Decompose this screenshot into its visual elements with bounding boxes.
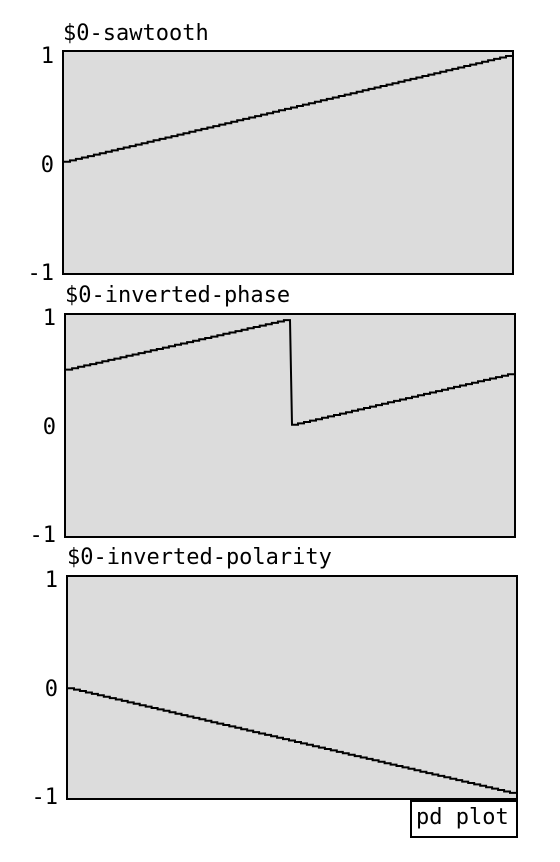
y-axis-label-top: 1 bbox=[44, 568, 58, 593]
array-graph-inverted-polarity[interactable] bbox=[66, 575, 518, 800]
y-axis-label-mid: 0 bbox=[40, 153, 54, 178]
array-graph-sawtooth[interactable] bbox=[62, 50, 514, 275]
array-title-inverted-phase: $0-inverted-phase bbox=[65, 283, 291, 308]
waveform-line bbox=[66, 319, 514, 426]
waveform-plot bbox=[66, 319, 514, 426]
y-axis-label-top: 1 bbox=[40, 44, 54, 69]
waveform-line bbox=[68, 687, 516, 794]
y-axis-label-bottom: -1 bbox=[29, 523, 57, 548]
waveform-line bbox=[64, 55, 512, 163]
y-axis-label-bottom: -1 bbox=[27, 261, 55, 286]
y-axis-label-bottom: -1 bbox=[31, 785, 59, 810]
y-axis-label-top: 1 bbox=[42, 306, 56, 331]
y-axis-label-mid: 0 bbox=[44, 677, 58, 702]
array-graph-inverted-phase[interactable] bbox=[64, 313, 516, 538]
pd-plot-subpatch[interactable]: pd plot bbox=[410, 800, 518, 838]
waveform-plot bbox=[68, 687, 516, 794]
y-axis-label-mid: 0 bbox=[42, 415, 56, 440]
waveform-plot bbox=[64, 55, 512, 163]
array-title-inverted-polarity: $0-inverted-polarity bbox=[67, 545, 332, 570]
array-title-sawtooth: $0-sawtooth bbox=[63, 21, 209, 46]
